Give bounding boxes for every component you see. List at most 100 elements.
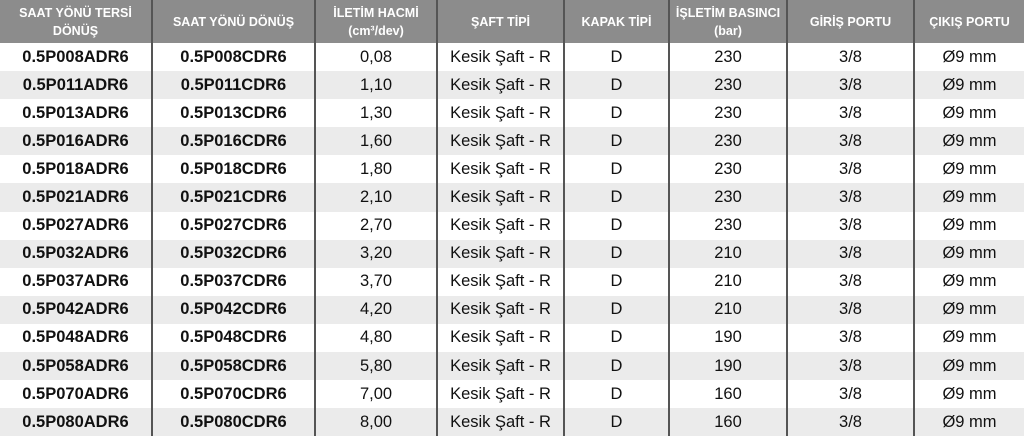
cell-shaft-type: Kesik Şaft - R xyxy=(436,211,564,240)
header-inlet: GİRİŞ PORTU xyxy=(786,0,914,43)
cell-outlet-port: Ø9 mm xyxy=(913,183,1024,212)
cell-shaft-type: Kesik Şaft - R xyxy=(436,295,564,324)
cell-ccw-code: 0.5P011ADR6 xyxy=(0,71,152,100)
cell-shaft-type: Kesik Şaft - R xyxy=(436,43,564,72)
cell-inlet-port: 3/8 xyxy=(786,323,914,353)
cell-cw-code: 0.5P048CDR6 xyxy=(151,323,315,353)
cell-ccw-code: 0.5P042ADR6 xyxy=(0,295,152,324)
header-row: SAAT YÖNÜ TERSİ DÖNÜŞ SAAT YÖNÜ DÖNÜŞ İL… xyxy=(0,0,1024,43)
cell-cw-code: 0.5P008CDR6 xyxy=(151,43,315,72)
cell-cover-type: D xyxy=(563,71,669,100)
table-row: 0.5P013ADR6 0.5P013CDR6 1,30 Kesik Şaft - R… xyxy=(0,99,1024,128)
cell-shaft-type: Kesik Şaft - R xyxy=(436,352,564,381)
cell-outlet-port: Ø9 mm xyxy=(913,155,1024,184)
cell-inlet-port: 3/8 xyxy=(786,295,914,324)
cell-displacement: 4,80 xyxy=(314,323,437,353)
cell-displacement: 8,00 xyxy=(314,408,437,437)
cell-pressure: 210 xyxy=(668,267,787,296)
cell-pressure: 190 xyxy=(668,323,787,353)
cell-shaft-type: Kesik Şaft - R xyxy=(436,127,564,156)
cell-ccw-code: 0.5P027ADR6 xyxy=(0,211,152,240)
cell-cw-code: 0.5P032CDR6 xyxy=(151,239,315,268)
cell-ccw-code: 0.5P032ADR6 xyxy=(0,239,152,268)
cell-shaft-type: Kesik Şaft - R xyxy=(436,323,564,353)
table-row: 0.5P011ADR6 0.5P011CDR6 1,10 Kesik Şaft - R… xyxy=(0,71,1024,100)
cell-ccw-code: 0.5P018ADR6 xyxy=(0,155,152,184)
cell-outlet-port: Ø9 mm xyxy=(913,380,1024,409)
cell-cover-type: D xyxy=(563,155,669,184)
header-ccw: SAAT YÖNÜ TERSİ DÖNÜŞ xyxy=(0,0,152,43)
cell-cover-type: D xyxy=(563,380,669,409)
cell-cw-code: 0.5P021CDR6 xyxy=(151,183,315,212)
cell-inlet-port: 3/8 xyxy=(786,239,914,268)
cell-pressure: 210 xyxy=(668,295,787,324)
table-row: 0.5P042ADR6 0.5P042CDR6 4,20 Kesik Şaft - R… xyxy=(0,295,1024,324)
cell-pressure: 230 xyxy=(668,155,787,184)
cell-cover-type: D xyxy=(563,295,669,324)
table-row: 0.5P021ADR6 0.5P021CDR6 2,10 Kesik Şaft - R… xyxy=(0,183,1024,212)
cell-displacement: 4,20 xyxy=(314,295,437,324)
cell-outlet-port: Ø9 mm xyxy=(913,71,1024,100)
cell-pressure: 210 xyxy=(668,239,787,268)
cell-shaft-type: Kesik Şaft - R xyxy=(436,239,564,268)
table-row: 0.5P058ADR6 0.5P058CDR6 5,80 Kesik Şaft - R… xyxy=(0,352,1024,381)
table-row: 0.5P032ADR6 0.5P032CDR6 3,20 Kesik Şaft - R… xyxy=(0,239,1024,268)
cell-cover-type: D xyxy=(563,267,669,296)
header-outlet: ÇIKIŞ PORTU xyxy=(913,0,1024,43)
cell-outlet-port: Ø9 mm xyxy=(913,99,1024,128)
cell-ccw-code: 0.5P070ADR6 xyxy=(0,380,152,409)
cell-displacement: 1,80 xyxy=(314,155,437,184)
header-cover: KAPAK TİPİ xyxy=(563,0,669,43)
cell-cover-type: D xyxy=(563,183,669,212)
cell-ccw-code: 0.5P080ADR6 xyxy=(0,408,152,437)
cell-pressure: 230 xyxy=(668,43,787,72)
cell-outlet-port: Ø9 mm xyxy=(913,295,1024,324)
cell-cw-code: 0.5P018CDR6 xyxy=(151,155,315,184)
cell-inlet-port: 3/8 xyxy=(786,127,914,156)
cell-displacement: 0,08 xyxy=(314,43,437,72)
cell-ccw-code: 0.5P008ADR6 xyxy=(0,43,152,72)
cell-shaft-type: Kesik Şaft - R xyxy=(436,155,564,184)
cell-pressure: 160 xyxy=(668,408,787,437)
cell-pressure: 190 xyxy=(668,352,787,381)
cell-cover-type: D xyxy=(563,99,669,128)
cell-shaft-type: Kesik Şaft - R xyxy=(436,267,564,296)
cell-ccw-code: 0.5P021ADR6 xyxy=(0,183,152,212)
cell-shaft-type: Kesik Şaft - R xyxy=(436,183,564,212)
cell-shaft-type: Kesik Şaft - R xyxy=(436,408,564,437)
cell-displacement: 2,70 xyxy=(314,211,437,240)
header-pressure: İŞLETİM BASINCI (bar) xyxy=(668,0,787,43)
cell-outlet-port: Ø9 mm xyxy=(913,211,1024,240)
header-shaft: ŞAFT TİPİ xyxy=(436,0,564,43)
cell-cw-code: 0.5P011CDR6 xyxy=(151,71,315,100)
cell-ccw-code: 0.5P013ADR6 xyxy=(0,99,152,128)
cell-cover-type: D xyxy=(563,211,669,240)
cell-displacement: 1,30 xyxy=(314,99,437,128)
cell-inlet-port: 3/8 xyxy=(786,99,914,128)
table-row: 0.5P037ADR6 0.5P037CDR6 3,70 Kesik Şaft - R… xyxy=(0,267,1024,296)
cell-cw-code: 0.5P042CDR6 xyxy=(151,295,315,324)
cell-inlet-port: 3/8 xyxy=(786,267,914,296)
cell-outlet-port: Ø9 mm xyxy=(913,352,1024,381)
cell-ccw-code: 0.5P058ADR6 xyxy=(0,352,152,381)
cell-pressure: 160 xyxy=(668,380,787,409)
cell-shaft-type: Kesik Şaft - R xyxy=(436,99,564,128)
cell-displacement: 1,60 xyxy=(314,127,437,156)
table-row: 0.5P016ADR6 0.5P016CDR6 1,60 Kesik Şaft - R… xyxy=(0,127,1024,156)
cell-pressure: 230 xyxy=(668,99,787,128)
table-row: 0.5P027ADR6 0.5P027CDR6 2,70 Kesik Şaft - R… xyxy=(0,211,1024,240)
cell-inlet-port: 3/8 xyxy=(786,155,914,184)
cell-displacement: 1,10 xyxy=(314,71,437,100)
cell-displacement: 5,80 xyxy=(314,352,437,381)
cell-outlet-port: Ø9 mm xyxy=(913,323,1024,353)
cell-cover-type: D xyxy=(563,239,669,268)
cell-inlet-port: 3/8 xyxy=(786,43,914,72)
cell-cover-type: D xyxy=(563,323,669,353)
table-row: 0.5P008ADR6 0.5P008CDR6 0,08 Kesik Şaft - R… xyxy=(0,43,1024,72)
cell-cover-type: D xyxy=(563,352,669,381)
cell-ccw-code: 0.5P048ADR6 xyxy=(0,323,152,353)
header-cw: SAAT YÖNÜ DÖNÜŞ xyxy=(151,0,315,43)
cell-cw-code: 0.5P013CDR6 xyxy=(151,99,315,128)
cell-cw-code: 0.5P080CDR6 xyxy=(151,408,315,437)
cell-pressure: 230 xyxy=(668,71,787,100)
